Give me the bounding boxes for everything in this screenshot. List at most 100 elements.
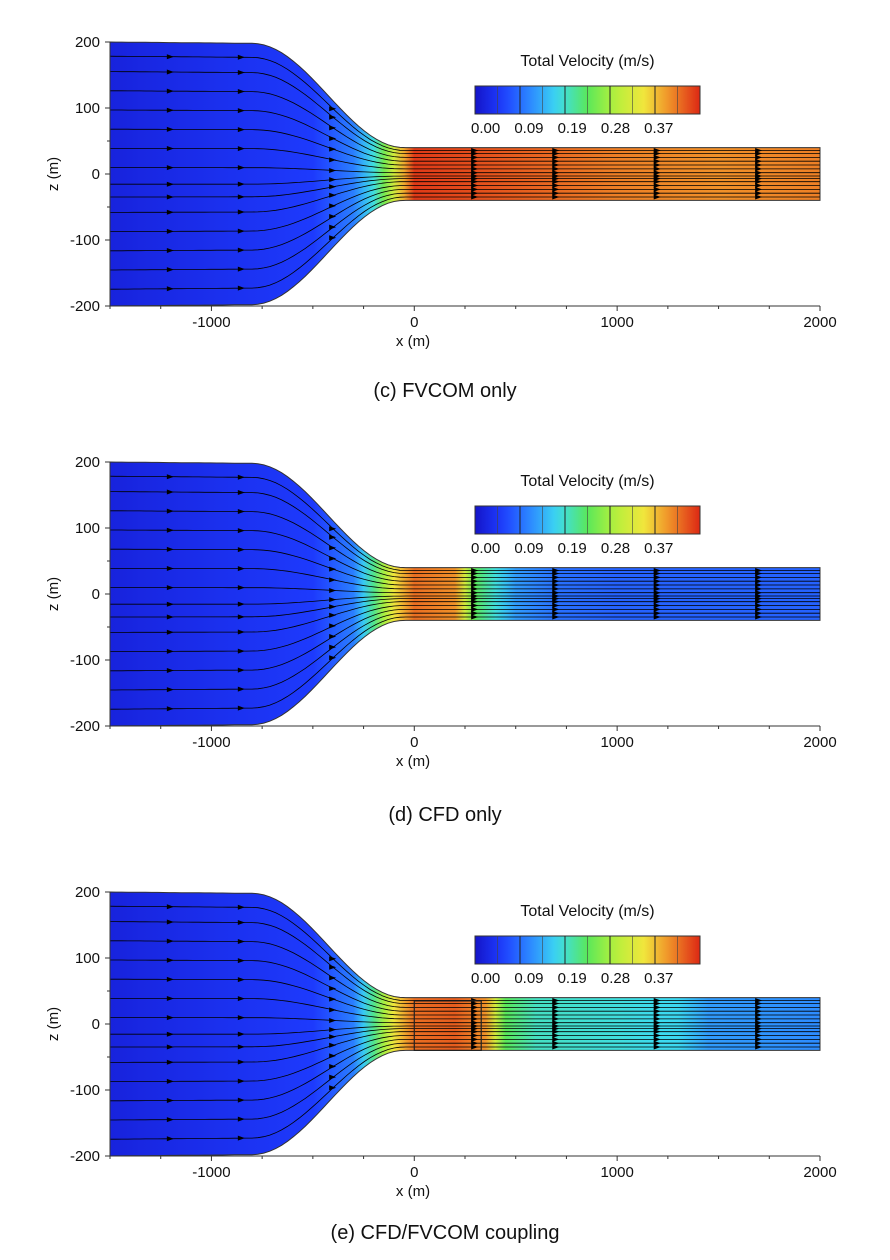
streamline-arrow (653, 603, 661, 609)
colorbar-tick-label: 0.00 (471, 970, 500, 987)
streamline (110, 616, 820, 710)
streamline-arrow (755, 606, 763, 612)
streamline-arrow (329, 996, 337, 1002)
streamline-arrow (166, 181, 174, 187)
streamline-arrow (237, 1044, 245, 1050)
streamline-arrow (166, 614, 174, 620)
colorbar-tick-label: 0.37 (644, 540, 673, 557)
streamline-arrow (755, 582, 763, 588)
streamline-arrow (166, 146, 174, 152)
streamline-arrow (329, 956, 337, 962)
streamline-arrow (166, 904, 174, 910)
streamline-arrow (237, 181, 245, 187)
streamline-arrow (237, 920, 245, 926)
streamline (110, 192, 820, 271)
streamline-arrow (653, 194, 661, 200)
streamline-arrow (166, 1117, 174, 1123)
streamline-arrow (755, 586, 763, 592)
y-tick-label: 100 (75, 520, 100, 537)
streamline-arrow (329, 1085, 337, 1091)
streamline (110, 997, 820, 1020)
streamline-arrow (237, 1059, 245, 1065)
streamline-arrow (755, 173, 763, 179)
x-tick-label: 1000 (600, 734, 633, 751)
streamline (110, 1042, 820, 1121)
streamline-arrow (329, 1034, 337, 1040)
x-tick-label: 2000 (803, 314, 836, 331)
streamline (110, 587, 820, 594)
streamline-arrow (329, 623, 337, 629)
streamline-arrow (471, 1008, 479, 1014)
streamline-arrow (166, 1015, 174, 1021)
streamline (110, 196, 820, 290)
streamline (110, 167, 820, 174)
streamline-arrow (552, 574, 560, 580)
streamline-arrow (653, 1020, 661, 1026)
streamline-arrow (471, 1012, 479, 1018)
streamline-arrow (653, 1023, 661, 1029)
streamline-arrow (653, 166, 661, 172)
y-tick-label: -100 (70, 652, 100, 669)
streamline-arrow (166, 286, 174, 292)
streamline-arrow (166, 1078, 174, 1084)
x-tick-label: 0 (410, 314, 418, 331)
colorbar-tick-label: 0.00 (471, 120, 500, 137)
streamline-arrow (329, 986, 337, 992)
streamline-arrow (166, 194, 174, 200)
streamline (110, 1031, 820, 1063)
streamline-arrow (237, 705, 245, 711)
streamline-arrow (166, 996, 174, 1002)
streamline-arrow (329, 634, 337, 640)
chart-panel-c: 200 100 0 -100 -200 -1000 0 1000 2000 x (m) z (m) T… (0, 0, 890, 420)
streamline-arrow (329, 136, 337, 142)
streamline-arrow (237, 285, 245, 291)
streamline (110, 71, 820, 154)
streamline-arrow (552, 586, 560, 592)
streamline-arrow (166, 687, 174, 693)
caption-e: (e) CFD/FVCOM coupling (330, 1222, 560, 1244)
colorbar-tick-label: 0.19 (558, 970, 587, 987)
streamline-arrow (471, 1040, 479, 1046)
streamline-arrow (471, 1020, 479, 1026)
streamline-arrow (653, 190, 661, 196)
streamline-arrow (755, 1020, 763, 1026)
y-tick-label: -200 (70, 1148, 100, 1165)
streamline-arrow (166, 88, 174, 94)
streamline-arrow (653, 1004, 661, 1010)
streamline-arrow (755, 194, 763, 200)
streamline-arrow (755, 1044, 763, 1050)
streamline-arrow (471, 1016, 479, 1022)
y-tick-label: -200 (70, 298, 100, 315)
y-tick-label: 0 (92, 586, 100, 603)
streamline (110, 605, 820, 653)
streamline-arrow (755, 1036, 763, 1042)
streamline-arrow (552, 567, 560, 573)
streamline-arrow (237, 127, 245, 133)
streamline-arrow (471, 614, 479, 620)
colorbar-tick-label: 0.28 (601, 540, 630, 557)
colorbar-tick-label: 0.28 (601, 970, 630, 987)
colorbar-title: Total Velocity (m/s) (520, 53, 654, 70)
streamline-arrow (166, 1059, 174, 1065)
streamline-arrow (329, 203, 337, 209)
streamline-arrow (653, 593, 661, 599)
streamline (110, 178, 820, 198)
streamline (110, 921, 820, 1004)
streamline-arrow (552, 1044, 560, 1050)
streamline-arrow (552, 590, 560, 596)
streamline-arrow (329, 184, 337, 190)
streamline-arrow (755, 1033, 763, 1039)
streamline-arrow (471, 154, 479, 160)
colorbar-tick-label: 0.09 (514, 540, 543, 557)
streamline-arrow (329, 146, 337, 152)
streamline-arrow (166, 54, 174, 60)
x-tick-label: 0 (410, 1164, 418, 1181)
streamline-arrow (755, 603, 763, 609)
streamline-arrow (755, 574, 763, 580)
streamline-arrow (329, 587, 337, 593)
streamline-arrow (166, 648, 174, 654)
streamline-arrow (653, 586, 661, 592)
streamline-arrow (471, 610, 479, 616)
colorbar-tick-label: 0.37 (644, 120, 673, 137)
